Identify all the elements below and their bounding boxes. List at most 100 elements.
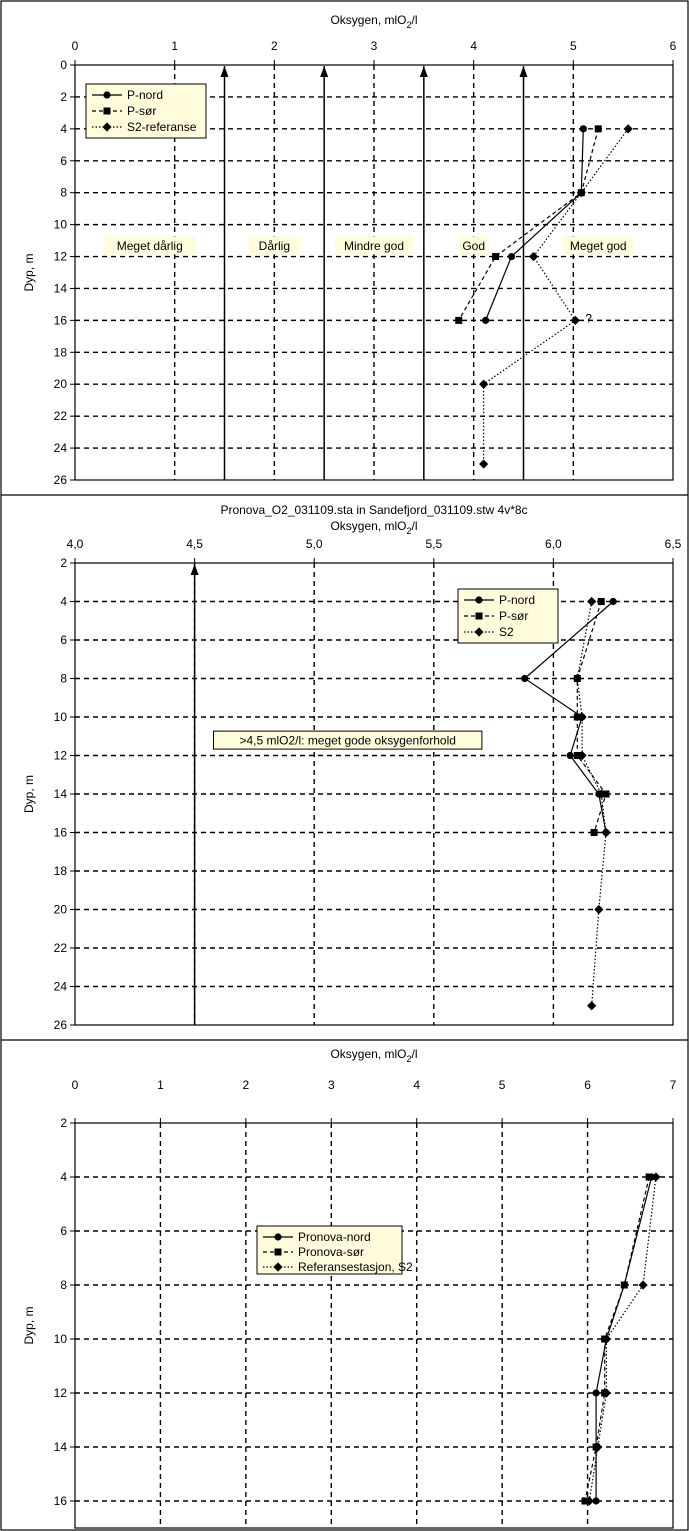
y-tick-label: 24 [54, 980, 68, 994]
class-label: Meget dårlig [117, 239, 183, 253]
data-point [573, 752, 581, 759]
x-tick-label: 1 [171, 39, 178, 53]
y-tick-label: 24 [54, 441, 68, 455]
data-point [594, 125, 602, 133]
data-point [521, 674, 529, 683]
legend-label: Pronova-sør [298, 1245, 364, 1259]
x-tick-label: 2 [271, 39, 278, 53]
series-3 [572, 596, 611, 1011]
x-tick-label: 7 [670, 1078, 677, 1092]
data-point [577, 750, 587, 761]
legend-marker [273, 1262, 283, 1272]
panel-source-title: Pronova_O2_031109.sta in Sandefjord_0311… [220, 503, 527, 517]
legend-marker [475, 612, 483, 620]
series-line [588, 1176, 657, 1502]
y-tick-label: 4 [60, 595, 67, 609]
arrow-head [419, 66, 428, 77]
x-tick-label: 1 [157, 1078, 164, 1092]
x-tick-label: 4,5 [186, 537, 203, 551]
data-point [577, 712, 587, 722]
y-tick-label: 10 [54, 1332, 68, 1346]
x-tick-label: 4,0 [67, 537, 84, 551]
y-tick-label: 8 [60, 186, 67, 200]
y-tick-label: 12 [54, 1386, 68, 1400]
y-axis-label: Dyp, m [22, 1306, 36, 1344]
data-point [455, 316, 463, 324]
data-point [638, 1280, 648, 1290]
data-point [623, 124, 633, 134]
chart-panel-2: Pronova_O2_031109.sta in Sandefjord_0311… [22, 503, 682, 1032]
data-point [645, 1173, 653, 1181]
y-tick-label: 8 [60, 672, 67, 686]
x-tick-label: 5,5 [425, 537, 442, 551]
legend-label: S2-referanse [127, 120, 197, 134]
y-tick-label: 10 [54, 218, 68, 232]
y-tick-label: 14 [54, 787, 68, 801]
legend-marker [102, 122, 112, 132]
data-point [576, 188, 586, 198]
x-tick-label: 2 [243, 1078, 250, 1092]
x-tick-label: 5,0 [306, 537, 323, 551]
data-point [602, 790, 610, 798]
class-label: >4,5 mlO2/l: meget gode oksygenforhold [239, 734, 455, 748]
y-tick-label: 4 [60, 1170, 67, 1184]
series-line [576, 601, 607, 1006]
grid [75, 563, 673, 1025]
x-tick-label: 4 [413, 1078, 420, 1092]
class-label-box [458, 236, 489, 255]
series-3 [479, 124, 633, 469]
arrow-head [220, 66, 229, 77]
data-point [587, 1001, 597, 1011]
y-tick-label: 14 [54, 281, 68, 295]
y-tick-label: 14 [54, 1440, 68, 1454]
x-tick-label: 3 [328, 1078, 335, 1092]
y-tick-label: 20 [54, 377, 68, 391]
y-tick-label: 16 [54, 826, 68, 840]
y-tick-label: 26 [54, 473, 68, 487]
class-label-box [103, 236, 196, 255]
class-label: Meget god [570, 239, 627, 253]
legend-marker [274, 1248, 282, 1256]
y-tick-label: 4 [60, 122, 67, 136]
data-point [528, 251, 539, 262]
y-tick-label: 8 [60, 1278, 67, 1292]
class-label: Mindre god [344, 239, 404, 253]
class-label-box [335, 236, 413, 255]
legend: P-nord P-sør S2-referanse [85, 83, 207, 139]
data-point [587, 596, 597, 607]
annotation: ? [585, 311, 592, 325]
x-tick-label: 6 [670, 39, 677, 53]
data-point [597, 598, 605, 605]
data-point [601, 827, 611, 838]
series-line [458, 128, 599, 321]
class-label-box [248, 236, 300, 255]
data-point [507, 252, 516, 261]
series-line [485, 128, 584, 321]
data-point [620, 1281, 628, 1289]
y-tick-label: 18 [54, 864, 68, 878]
y-tick-label: 0 [60, 58, 67, 72]
x-axis-label: Oksygen, mlO2/l [330, 519, 417, 536]
data-point [592, 1497, 600, 1505]
data-point [579, 125, 587, 133]
data-point [609, 597, 617, 606]
series-3 [584, 1172, 661, 1506]
y-tick-label: 22 [54, 941, 68, 955]
y-tick-label: 12 [54, 749, 68, 763]
legend-label: P-sør [127, 104, 156, 118]
legend-label: Pronova-nord [298, 1230, 371, 1244]
y-tick-label: 10 [54, 710, 68, 724]
grid [75, 1123, 673, 1528]
data-point [590, 829, 598, 836]
legend-marker [474, 627, 484, 637]
data-point [573, 713, 581, 721]
y-tick-label: 6 [60, 154, 67, 168]
series-line [483, 128, 629, 464]
data-point [594, 904, 604, 915]
x-tick-label: 5 [570, 39, 577, 53]
y-tick-label: 20 [54, 903, 68, 917]
y-axis-label: Dyp, m [22, 253, 36, 291]
x-tick-label: 6 [584, 1078, 591, 1092]
